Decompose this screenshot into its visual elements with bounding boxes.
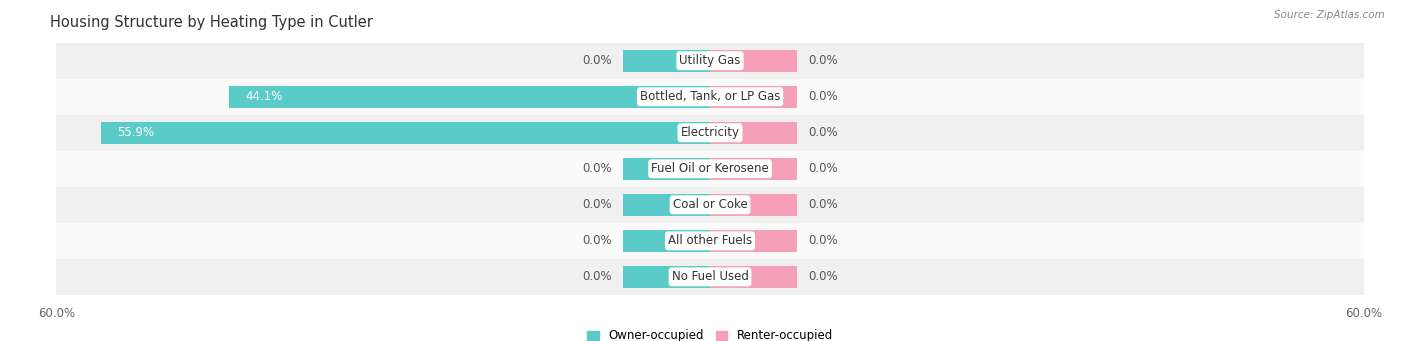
Text: Utility Gas: Utility Gas xyxy=(679,54,741,67)
Text: 0.0%: 0.0% xyxy=(808,90,838,103)
Bar xyxy=(710,266,797,288)
Text: 0.0%: 0.0% xyxy=(582,270,612,283)
Bar xyxy=(623,50,710,72)
Bar xyxy=(56,187,1364,223)
Bar xyxy=(623,158,710,180)
Text: Electricity: Electricity xyxy=(681,126,740,139)
Legend: Owner-occupied, Renter-occupied: Owner-occupied, Renter-occupied xyxy=(582,325,838,341)
Bar xyxy=(710,50,797,72)
Text: 0.0%: 0.0% xyxy=(582,54,612,67)
Bar xyxy=(101,122,710,144)
Text: 0.0%: 0.0% xyxy=(582,234,612,247)
Text: 44.1%: 44.1% xyxy=(246,90,283,103)
Bar xyxy=(623,266,710,288)
Text: Housing Structure by Heating Type in Cutler: Housing Structure by Heating Type in Cut… xyxy=(49,15,373,30)
Text: 0.0%: 0.0% xyxy=(808,234,838,247)
Text: Source: ZipAtlas.com: Source: ZipAtlas.com xyxy=(1274,10,1385,20)
Text: No Fuel Used: No Fuel Used xyxy=(672,270,748,283)
Text: 0.0%: 0.0% xyxy=(808,54,838,67)
Text: 0.0%: 0.0% xyxy=(808,126,838,139)
Bar xyxy=(710,230,797,252)
Text: 55.9%: 55.9% xyxy=(117,126,155,139)
Text: Coal or Coke: Coal or Coke xyxy=(672,198,748,211)
Bar xyxy=(56,223,1364,259)
Bar xyxy=(710,86,797,107)
Text: Bottled, Tank, or LP Gas: Bottled, Tank, or LP Gas xyxy=(640,90,780,103)
Text: 0.0%: 0.0% xyxy=(582,162,612,175)
Bar xyxy=(56,115,1364,151)
Bar xyxy=(56,259,1364,295)
Text: 0.0%: 0.0% xyxy=(808,198,838,211)
Bar xyxy=(56,79,1364,115)
Bar xyxy=(710,194,797,216)
Text: Fuel Oil or Kerosene: Fuel Oil or Kerosene xyxy=(651,162,769,175)
Text: All other Fuels: All other Fuels xyxy=(668,234,752,247)
Bar xyxy=(710,158,797,180)
Bar xyxy=(56,151,1364,187)
Text: 0.0%: 0.0% xyxy=(808,270,838,283)
Bar xyxy=(229,86,710,107)
Bar xyxy=(56,43,1364,79)
Text: 0.0%: 0.0% xyxy=(808,162,838,175)
Text: 0.0%: 0.0% xyxy=(582,198,612,211)
Bar xyxy=(710,122,797,144)
Bar xyxy=(623,194,710,216)
Bar xyxy=(623,230,710,252)
